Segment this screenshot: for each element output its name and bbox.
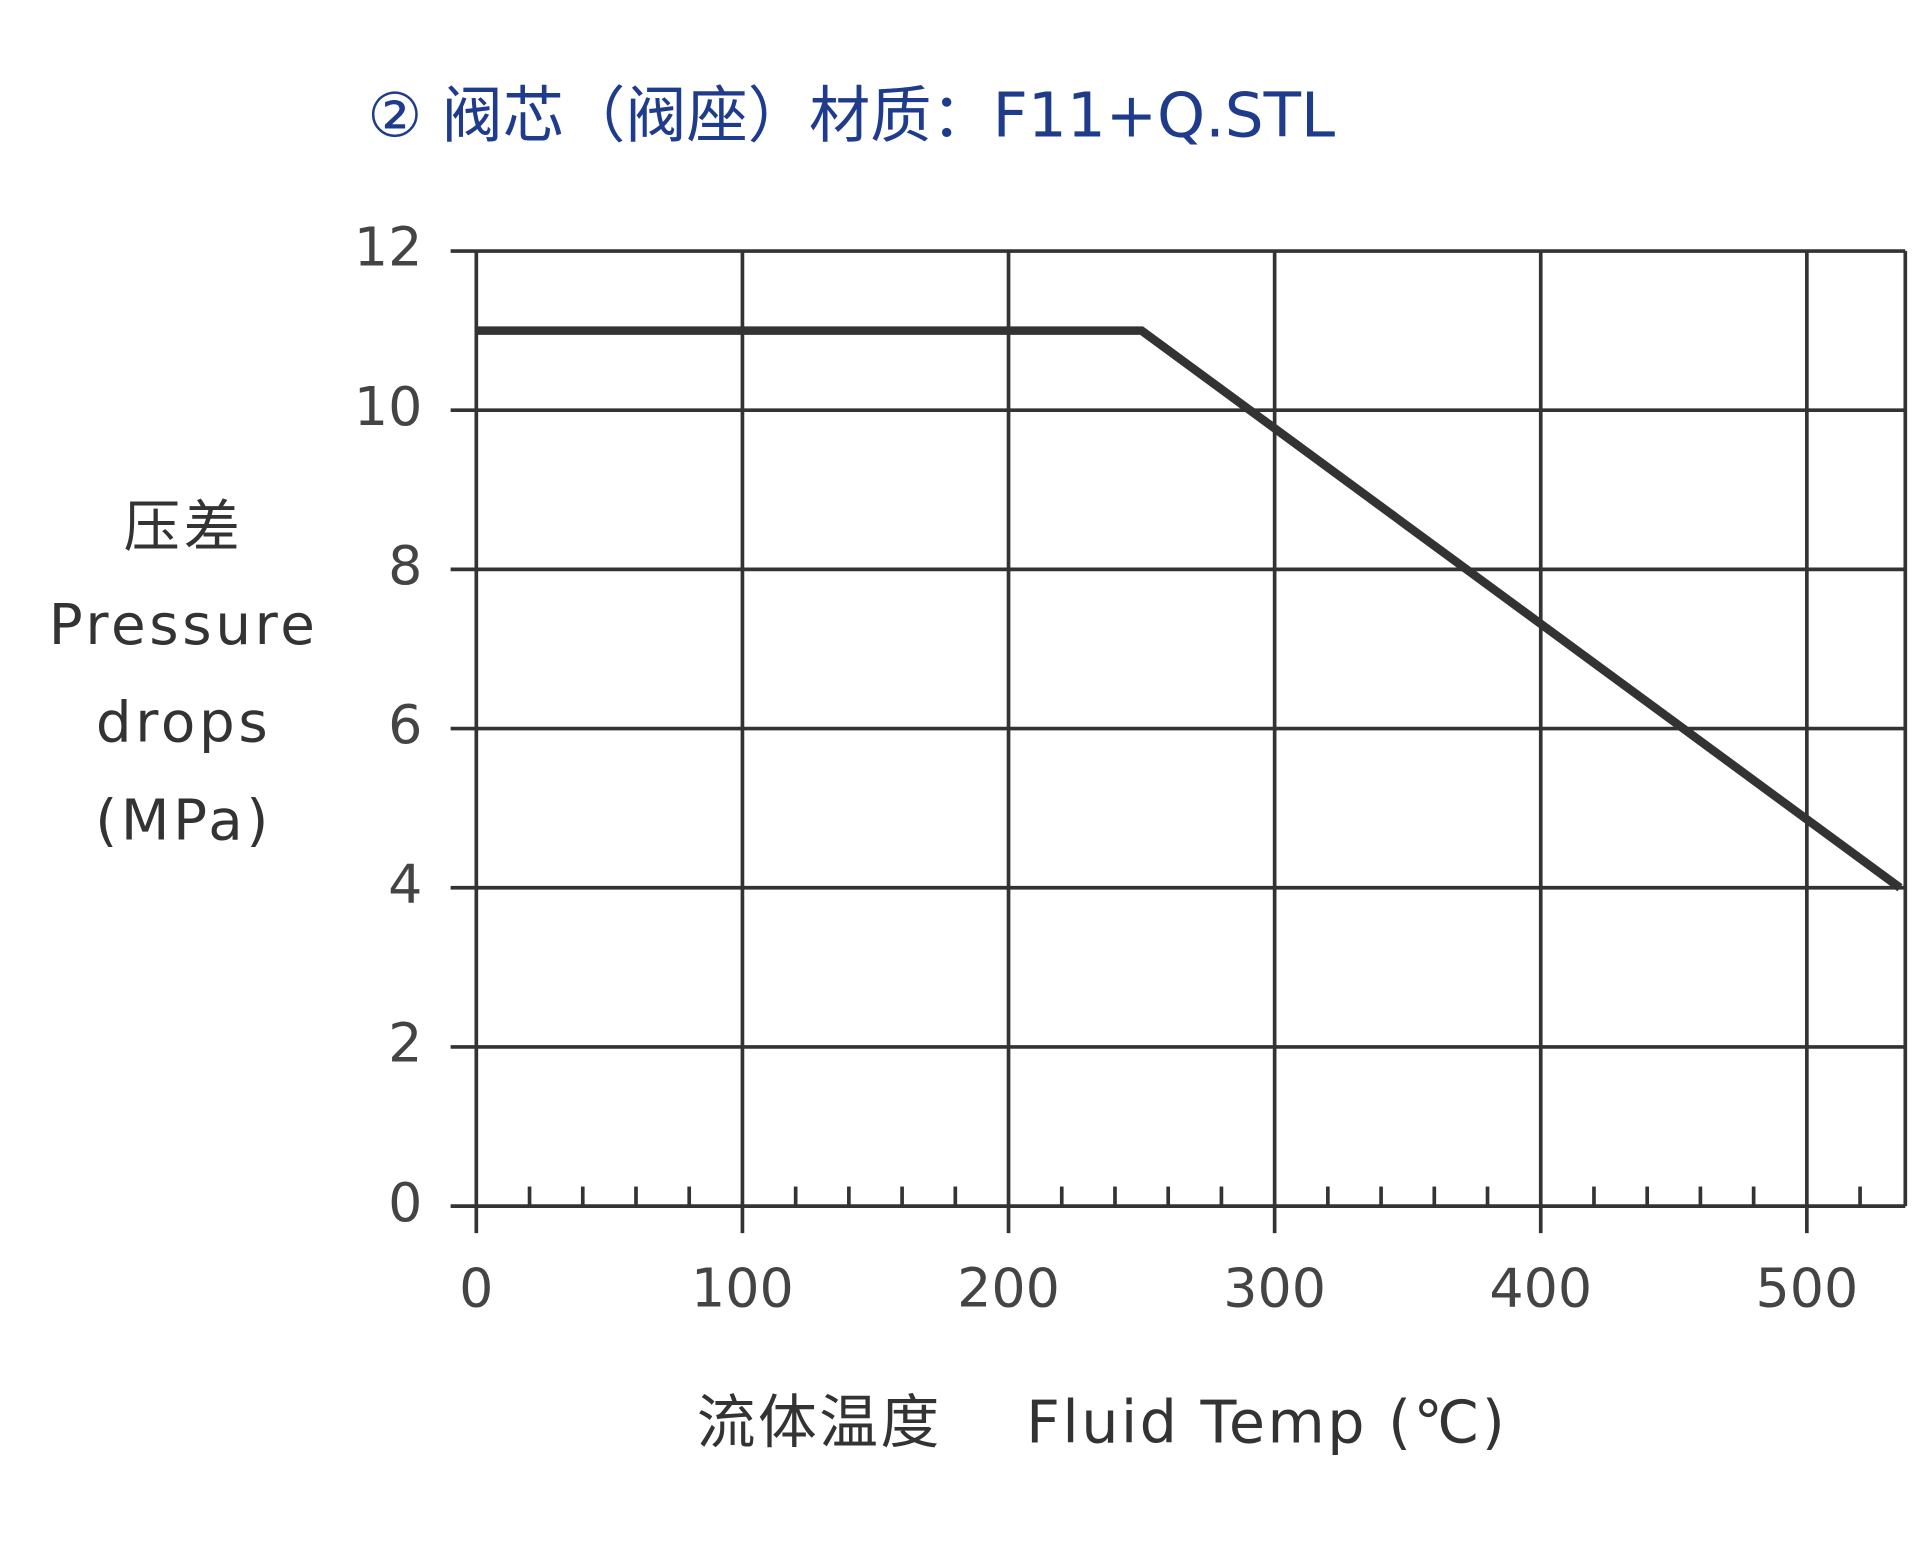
y-tick-label: 6 <box>388 693 422 756</box>
x-tick-label: 0 <box>459 1256 493 1319</box>
chart-title: ② 阀芯（阀座）材质：F11+Q.STL <box>367 81 1335 152</box>
y-tick-label: 8 <box>388 534 422 597</box>
y-tick-label: 4 <box>388 852 422 915</box>
y-axis-label: (MPa) <box>95 789 272 854</box>
x-tick-label: 400 <box>1489 1256 1592 1319</box>
y-axis-label: 压差 <box>124 495 244 560</box>
y-tick-label: 2 <box>388 1012 422 1075</box>
y-tick-label: 10 <box>354 375 423 438</box>
data-line <box>476 326 1903 892</box>
y-tick-label: 12 <box>354 216 423 279</box>
x-tick-label: 100 <box>691 1256 794 1319</box>
x-axis-label: 流体温度 Fluid Temp (℃) <box>697 1388 1507 1457</box>
y-axis-label: drops <box>96 691 272 756</box>
x-tick-label: 300 <box>1223 1256 1326 1319</box>
x-tick-label: 500 <box>1755 1256 1858 1319</box>
y-axis-label: Pressure <box>49 593 319 658</box>
y-tick-label: 0 <box>388 1171 422 1234</box>
x-tick-label: 200 <box>957 1256 1060 1319</box>
